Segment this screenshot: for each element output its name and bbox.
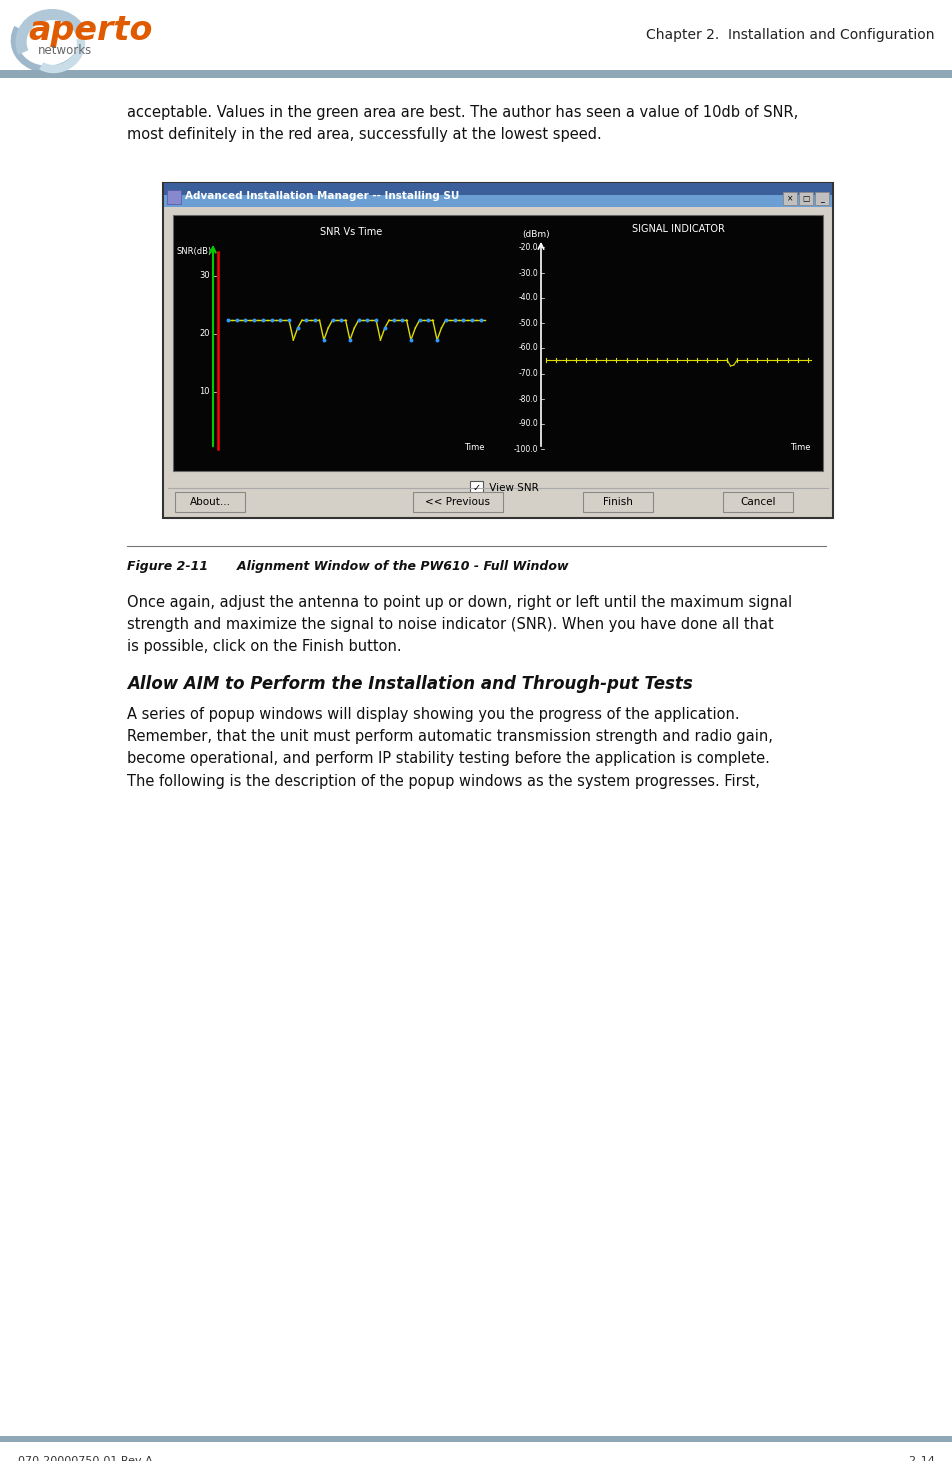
- Bar: [173, 476, 823, 495]
- Bar: [164, 183, 831, 194]
- Text: 070-20000750-01 Rev A: 070-20000750-01 Rev A: [18, 1457, 152, 1461]
- Text: □: □: [802, 194, 809, 203]
- Text: Advanced Installation Manager -- Installing SU: Advanced Installation Manager -- Install…: [185, 191, 459, 202]
- Text: 20: 20: [199, 330, 209, 339]
- Text: -80.0: -80.0: [518, 394, 538, 403]
- Text: ×: ×: [786, 194, 792, 203]
- Text: networks: networks: [38, 44, 92, 57]
- Text: _: _: [820, 194, 823, 203]
- Text: 2–14: 2–14: [907, 1457, 934, 1461]
- Bar: [164, 194, 831, 207]
- Text: acceptable. Values in the green area are best. The author has seen a value of 10: acceptable. Values in the green area are…: [127, 105, 798, 142]
- Text: -20.0: -20.0: [518, 243, 538, 251]
- Bar: [167, 190, 181, 205]
- Text: -40.0: -40.0: [518, 294, 538, 302]
- Text: SIGNAL INDICATOR: SIGNAL INDICATOR: [631, 224, 724, 234]
- Bar: [783, 191, 796, 205]
- Text: Chapter 2.  Installation and Configuration: Chapter 2. Installation and Configuratio…: [645, 28, 934, 42]
- Bar: [469, 481, 483, 494]
- Text: -70.0: -70.0: [518, 370, 538, 378]
- FancyBboxPatch shape: [723, 492, 792, 511]
- Text: Time: Time: [789, 443, 810, 451]
- Text: << Previous: << Previous: [425, 497, 490, 507]
- Text: Finish: Finish: [603, 497, 632, 507]
- Text: 30: 30: [199, 272, 209, 281]
- Text: -30.0: -30.0: [518, 269, 538, 278]
- Bar: [0, 70, 952, 77]
- Bar: [173, 215, 823, 470]
- Bar: [163, 183, 832, 519]
- Text: 10: 10: [199, 387, 209, 396]
- FancyBboxPatch shape: [175, 492, 245, 511]
- Text: -90.0: -90.0: [518, 419, 538, 428]
- Text: (dBm): (dBm): [522, 231, 549, 240]
- Text: Allow AIM to Perform the Installation and Through-put Tests: Allow AIM to Perform the Installation an…: [127, 675, 692, 693]
- Text: Once again, adjust the antenna to point up or down, right or left until the maxi: Once again, adjust the antenna to point …: [127, 595, 791, 655]
- Text: aperto: aperto: [28, 15, 152, 47]
- Text: A series of popup windows will display showing you the progress of the applicati: A series of popup windows will display s…: [127, 707, 772, 789]
- Text: View SNR: View SNR: [486, 484, 538, 492]
- Text: SNR Vs Time: SNR Vs Time: [320, 226, 382, 237]
- Text: Alignment Window of the PW610 - Full Window: Alignment Window of the PW610 - Full Win…: [202, 560, 568, 573]
- Bar: [0, 1436, 952, 1442]
- Text: Figure 2-11: Figure 2-11: [127, 560, 208, 573]
- Bar: [814, 191, 828, 205]
- Text: -100.0: -100.0: [513, 444, 538, 453]
- Text: -50.0: -50.0: [518, 318, 538, 327]
- Text: -60.0: -60.0: [518, 343, 538, 352]
- Text: ✓: ✓: [472, 484, 480, 492]
- Text: SNR(dB): SNR(dB): [177, 247, 212, 256]
- Bar: [798, 191, 812, 205]
- FancyBboxPatch shape: [583, 492, 652, 511]
- Text: Cancel: Cancel: [740, 497, 775, 507]
- Text: About...: About...: [189, 497, 230, 507]
- FancyBboxPatch shape: [412, 492, 503, 511]
- Text: Time: Time: [464, 443, 485, 451]
